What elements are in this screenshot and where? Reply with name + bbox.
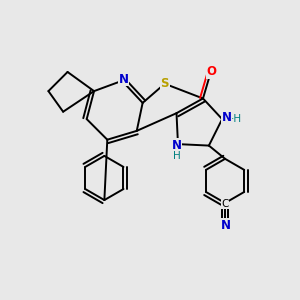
- Text: S: S: [160, 77, 169, 90]
- Text: ·H: ·H: [231, 114, 242, 124]
- Text: N: N: [172, 139, 182, 152]
- Text: N: N: [118, 73, 128, 86]
- Text: C: C: [221, 199, 229, 208]
- Text: O: O: [207, 65, 217, 79]
- Text: N: N: [222, 111, 232, 124]
- Text: N: N: [220, 219, 230, 232]
- Text: H: H: [172, 152, 180, 161]
